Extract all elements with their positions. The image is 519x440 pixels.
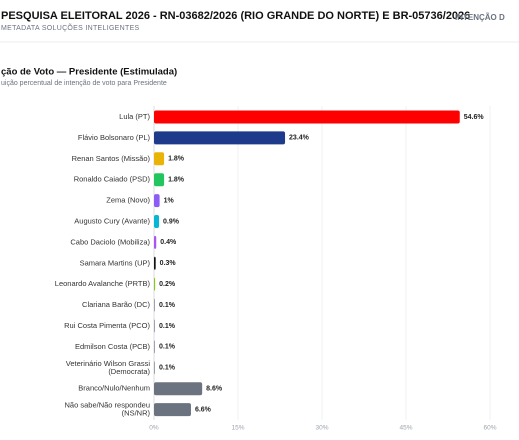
value-label: 54.6%	[464, 114, 485, 121]
value-label: 0.1%	[159, 344, 176, 351]
category-label: Edmilson Costa (PCB)	[75, 342, 151, 351]
category-label: Cabo Daciolo (Mobiliza)	[70, 237, 150, 246]
category-label: Zema (Novo)	[106, 196, 150, 205]
value-label: 0.3%	[160, 260, 177, 267]
chart-subtitle: uição percentual de intenção de voto par…	[1, 80, 167, 87]
category-label: Lula (PT)	[119, 112, 150, 121]
value-label: 0.4%	[160, 239, 177, 246]
value-label: 0.9%	[163, 218, 180, 225]
bar	[154, 131, 286, 145]
bar	[154, 298, 155, 312]
value-label: 0.1%	[159, 302, 176, 309]
header-subtitle: METADATA SOLUÇÕES INTELIGENTES	[1, 23, 140, 32]
category-label: Não sabe/Não respondeu (NS/NR)	[65, 401, 151, 418]
x-tick-label: 45%	[399, 425, 412, 432]
category-label: Leonardo Avalanche (PRTB)	[55, 279, 151, 288]
category-label: Augusto Cury (Avante)	[74, 216, 150, 225]
x-tick-label: 30%	[315, 425, 328, 432]
category-label: Branco/Nulo/Nenhum	[78, 384, 150, 393]
x-tick-label: 60%	[483, 425, 496, 432]
category-label: Flávio Bolsonaro (PL)	[78, 133, 151, 142]
tab[interactable]: INTENÇÃO D	[455, 13, 505, 22]
value-label: 1.8%	[168, 156, 185, 163]
bar	[154, 194, 160, 208]
bar	[154, 340, 155, 354]
bar	[154, 361, 155, 375]
value-label: 0.1%	[159, 323, 176, 330]
value-label: 1%	[164, 197, 175, 204]
bar	[154, 173, 165, 187]
value-label: 0.1%	[159, 365, 176, 372]
value-label: 6.6%	[195, 406, 212, 413]
bar	[154, 382, 203, 396]
bar	[154, 215, 160, 228]
value-label: 1.8%	[168, 177, 185, 184]
category-label: Clariana Barão (DC)	[82, 300, 150, 309]
bar	[154, 319, 155, 333]
value-label: 23.4%	[289, 135, 310, 142]
value-label: 0.2%	[159, 281, 176, 288]
category-label: Veterinário Wilson Grassi (Democrata)	[66, 359, 151, 376]
bar	[154, 256, 156, 270]
category-label: Renan Santos (Missão)	[72, 154, 151, 163]
bar	[154, 152, 165, 166]
bar	[154, 235, 157, 249]
header-title: PESQUISA ELEITORAL 2026 - RN-03682/2026 …	[1, 10, 470, 22]
bar	[154, 403, 191, 417]
category-label: Rui Costa Pimenta (PCO)	[64, 321, 150, 330]
chart-title: ção de Voto — Presidente (Estimulada)	[1, 67, 177, 78]
bar	[154, 277, 156, 291]
category-label: Ronaldo Caiado (PSD)	[74, 175, 151, 184]
value-label: 8.6%	[206, 386, 223, 393]
x-tick-label: 15%	[231, 425, 244, 432]
x-tick-label: 0%	[149, 425, 159, 432]
bar	[154, 110, 460, 124]
category-label: Samara Martins (UP)	[80, 258, 151, 267]
